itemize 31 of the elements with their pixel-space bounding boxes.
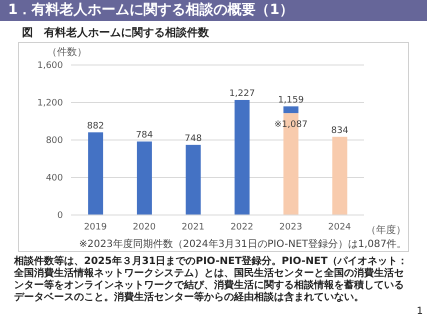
- x-tick-label: 2023: [279, 222, 302, 232]
- y-tick-label: 1,200: [37, 98, 64, 109]
- x-axis-title: （年度）: [366, 224, 406, 237]
- text: 1: [416, 306, 423, 317]
- chart-subtitle: 図 有料老人ホームに関する相談件数: [22, 25, 209, 40]
- bar: [332, 136, 348, 215]
- x-tick-label: 2020: [132, 222, 156, 232]
- bar: [186, 144, 201, 215]
- x-tick-label: 2024: [328, 222, 352, 232]
- y-tick-label: 400: [46, 174, 64, 184]
- data-label: ※1,087: [274, 120, 308, 130]
- x-tick-label: 2021: [182, 222, 205, 232]
- x-tick-label: 2019: [84, 222, 108, 232]
- text: 相談件数等は、2025年３月31日までのPIO-NET登録分。PIO-NET（パイオネット：全国消費生活情報ネットワークシステム）とは、国民生活センターと全国の消費生活センター等をオンラインネットワークで結び、消費生活に関する相談情報を蓄積しているデータベースのこと。消費生活センター等からの経由相談は含まれていない。: [14, 256, 409, 304]
- total-label: 1,159: [278, 95, 304, 106]
- bar: [88, 132, 104, 215]
- x-tick-label: 2022: [230, 222, 254, 232]
- bar: [283, 106, 298, 114]
- total-label: 1,227: [229, 88, 255, 99]
- total-label: 834: [331, 126, 349, 136]
- total-label: 748: [184, 134, 202, 144]
- text: ※2023年度同期件数（2024年3月31日のPIO-NET登録分）は1,087件。: [79, 238, 407, 251]
- chart-title: 1．有料老人ホームに関する相談の概要（1）: [0, 0, 427, 21]
- y-tick-label: 1,600: [37, 61, 64, 72]
- total-label: 882: [87, 121, 104, 132]
- y-tick-label: 800: [46, 136, 64, 146]
- y-axis-title: （件数）: [47, 46, 87, 59]
- bar: [234, 100, 250, 215]
- total-label: 784: [136, 130, 154, 140]
- y-tick-label: 0: [57, 211, 64, 222]
- bar: [136, 142, 152, 215]
